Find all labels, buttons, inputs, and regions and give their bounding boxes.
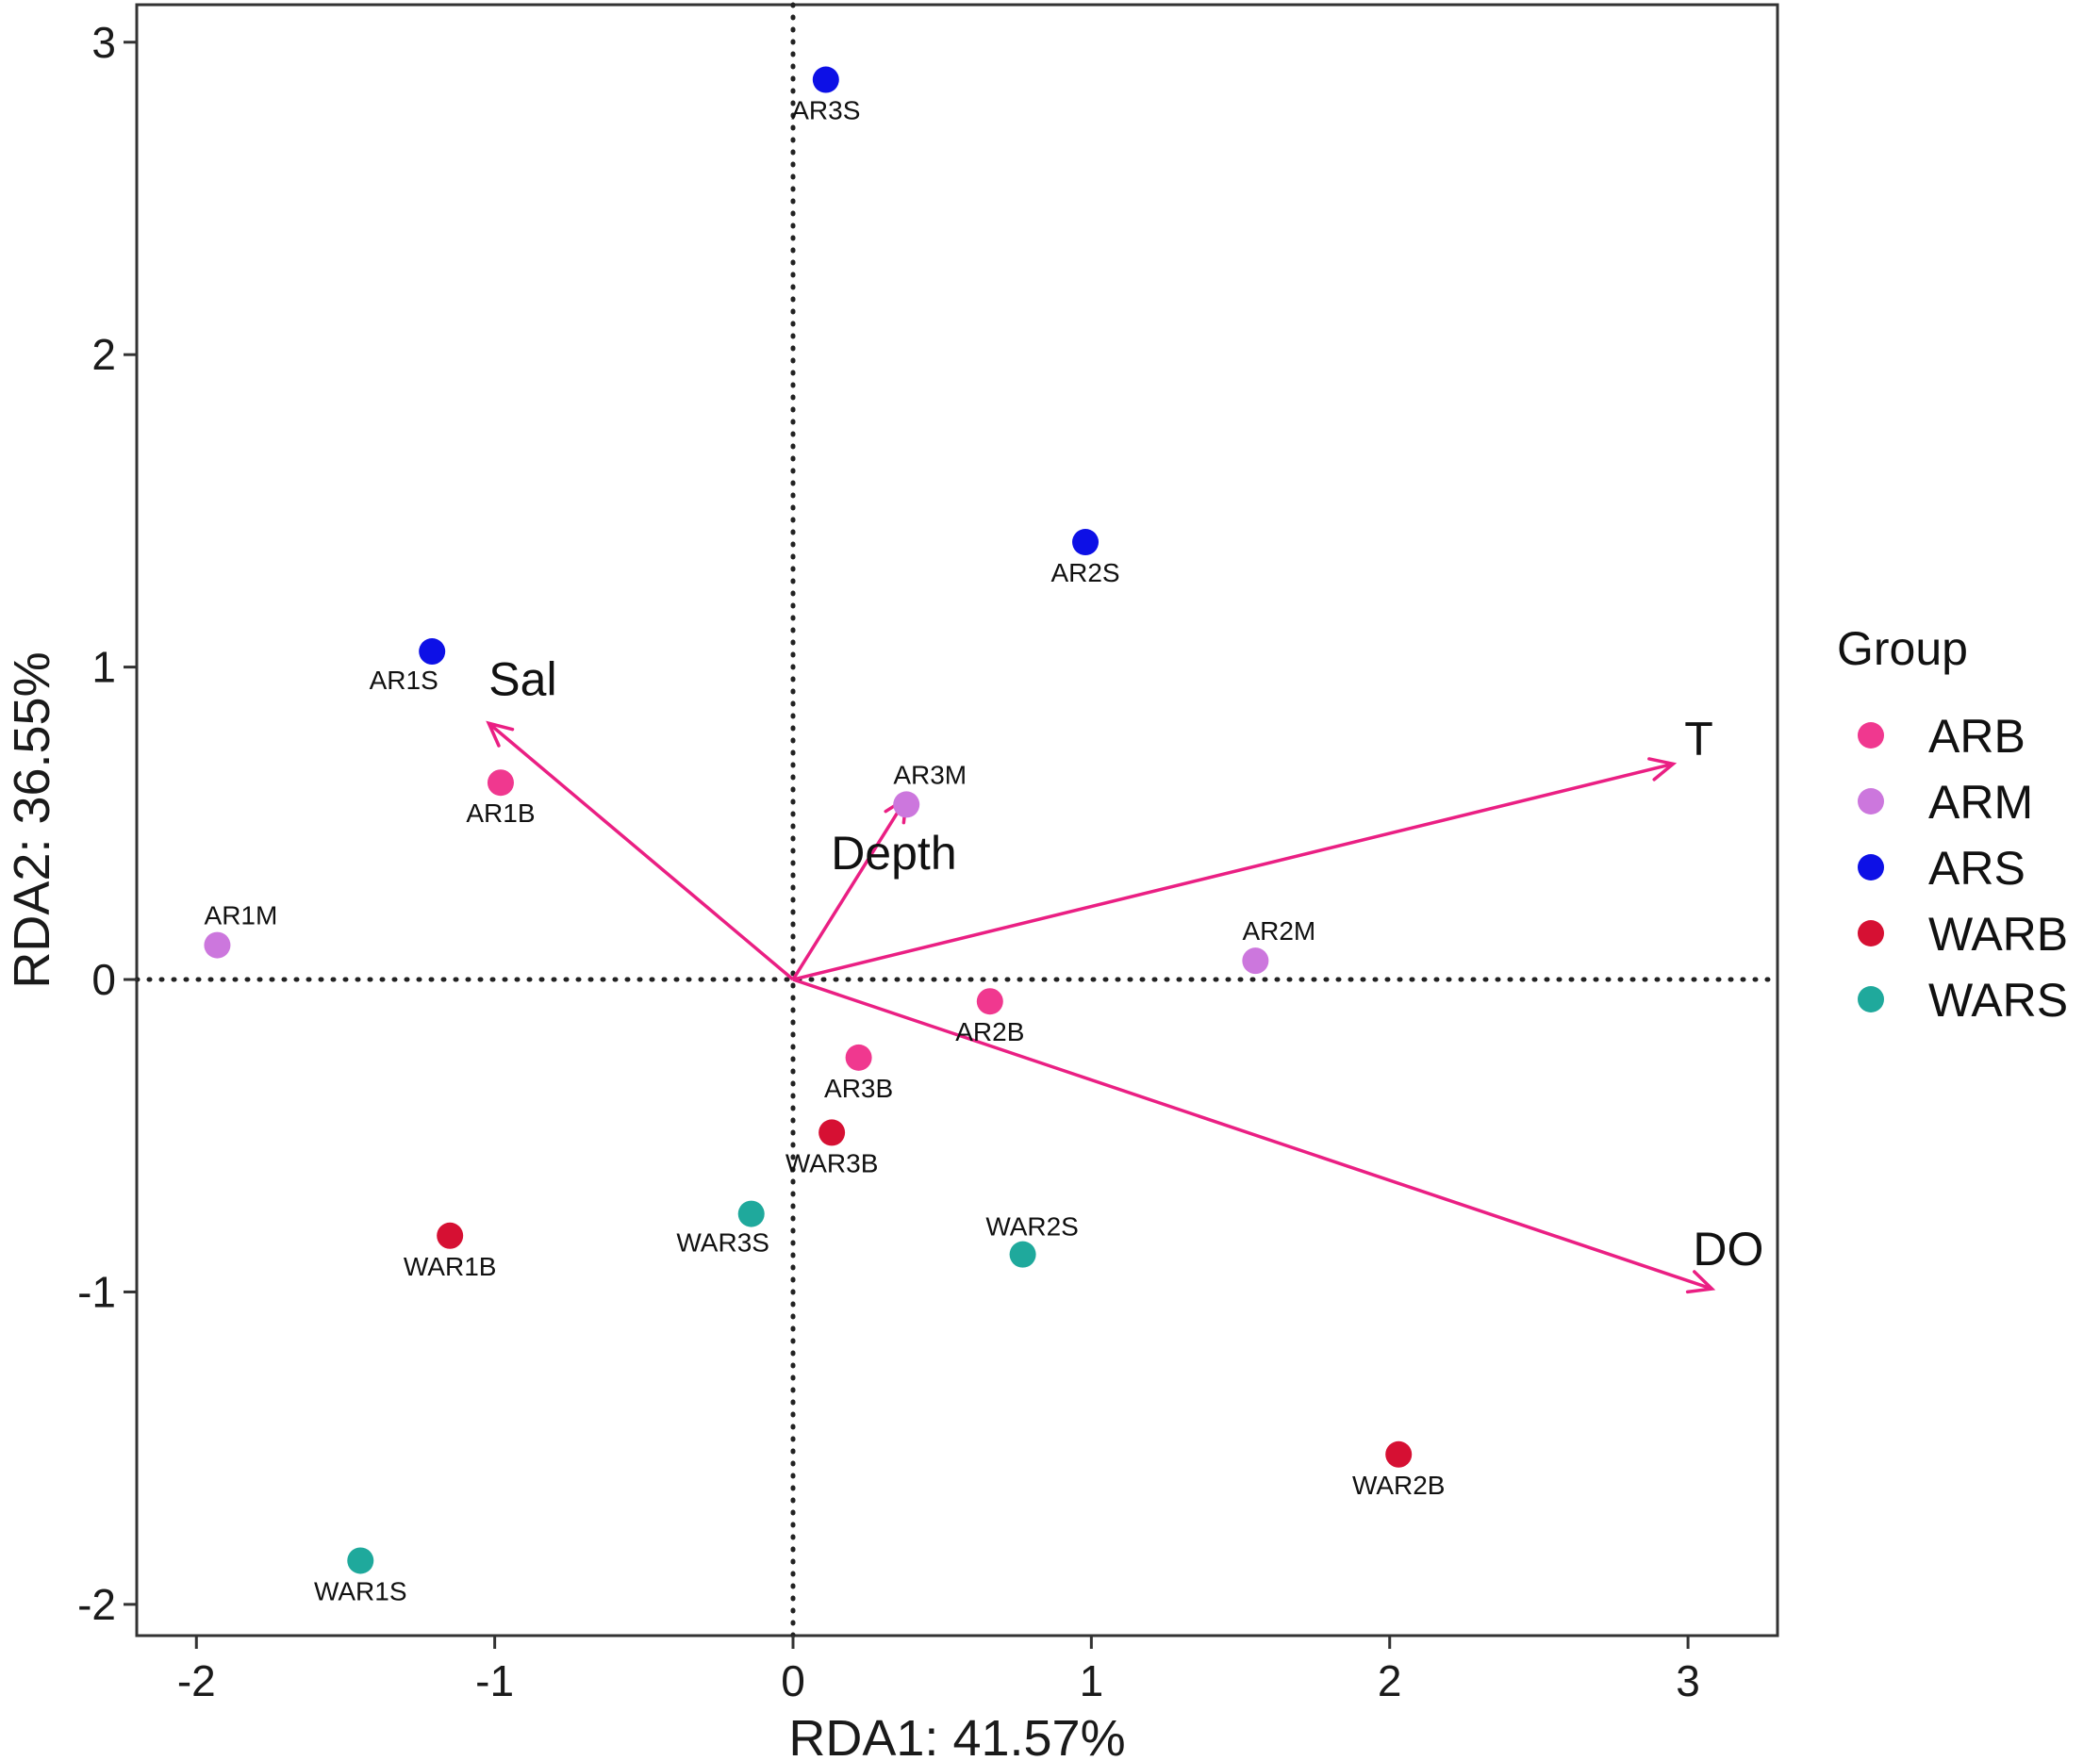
- y-tick-label: -2: [77, 1580, 116, 1629]
- x-axis: -2 -1 0 1 2 3: [177, 1636, 1700, 1705]
- x-tick-label: -2: [177, 1656, 216, 1705]
- reference-lines: [134, 2, 1780, 1638]
- point-label-ar2s: AR2S: [1050, 558, 1119, 587]
- point-war1b: [437, 1222, 464, 1249]
- vector-sal: [488, 721, 795, 981]
- point-ar3m: [893, 791, 920, 818]
- vector-arrowhead-sal: [486, 720, 515, 748]
- vector-do: [792, 978, 1712, 1291]
- point-label-war3b: WAR3B: [785, 1148, 879, 1177]
- point-label-ar2b: AR2B: [955, 1017, 1024, 1046]
- vector-label-depth: Depth: [831, 827, 956, 880]
- vector-label-t: T: [1684, 712, 1713, 765]
- legend-label-arb: ARB: [1928, 710, 2026, 763]
- point-ar1b: [487, 769, 514, 797]
- point-war1s: [347, 1547, 374, 1574]
- point-ar1s: [419, 638, 446, 666]
- y-axis: -2 -1 0 1 2 3: [77, 18, 137, 1629]
- point-war3b: [819, 1119, 846, 1146]
- point-label-ar2m: AR2M: [1242, 916, 1315, 946]
- x-tick-label: 0: [781, 1656, 805, 1705]
- point-label-ar1b: AR1B: [466, 798, 535, 828]
- legend-label-ars: ARS: [1928, 842, 2026, 895]
- point-label-war2s: WAR2S: [985, 1212, 1079, 1242]
- vector-arrowhead-t: [1647, 757, 1678, 782]
- vector-depth: [791, 797, 908, 980]
- point-label-war1s: WAR1S: [314, 1576, 407, 1605]
- plot-panel: [135, 3, 1779, 1638]
- y-tick-label: 3: [91, 18, 116, 67]
- x-tick-label: 3: [1676, 1656, 1700, 1705]
- vector-t: [792, 762, 1674, 981]
- legend-title: Group: [1837, 622, 1968, 675]
- x-tick-label: 1: [1080, 1656, 1104, 1705]
- point-ar2m: [1242, 947, 1269, 975]
- x-axis-title: RDA1: 41.57%: [788, 1710, 1125, 1761]
- point-ar3b: [845, 1044, 872, 1071]
- point-label-war1b: WAR1B: [404, 1252, 497, 1281]
- x-tick-label: 2: [1378, 1656, 1402, 1705]
- vector-arrowhead-do: [1685, 1270, 1716, 1294]
- y-tick-label: -1: [77, 1267, 116, 1316]
- legend-label-arm: ARM: [1928, 776, 2033, 829]
- point-label-ar3s: AR3S: [791, 96, 860, 125]
- legend-key-wars: [1858, 986, 1884, 1012]
- point-label-war2b: WAR2B: [1352, 1471, 1446, 1500]
- point-label-ar1m: AR1M: [205, 901, 278, 930]
- vector-label-do: DO: [1693, 1223, 1763, 1275]
- point-label-ar3m: AR3M: [893, 760, 967, 789]
- legend-key-arm: [1858, 788, 1884, 815]
- point-label-ar3b: AR3B: [824, 1074, 893, 1103]
- point-war2b: [1385, 1440, 1413, 1468]
- legend: Group ARB ARM ARS WARB WARS: [1837, 622, 2068, 1027]
- point-ar1m: [204, 931, 231, 959]
- point-ar2s: [1072, 529, 1100, 556]
- x-tick-label: -1: [475, 1656, 514, 1705]
- legend-key-ars: [1858, 854, 1884, 880]
- vector-arrows: Sal Depth T DO: [486, 652, 1763, 1294]
- point-ar2b: [976, 988, 1003, 1015]
- legend-label-wars: WARS: [1928, 974, 2068, 1027]
- y-axis-title: RDA2: 36.55%: [4, 651, 60, 988]
- vector-label-sal: Sal: [488, 652, 556, 705]
- y-tick-label: 1: [91, 643, 116, 692]
- point-label-war3s: WAR3S: [676, 1228, 769, 1258]
- point-ar3s: [812, 66, 839, 93]
- legend-label-warb: WARB: [1928, 908, 2068, 961]
- point-label-ar1s: AR1S: [370, 666, 438, 695]
- legend-key-warb: [1858, 920, 1884, 946]
- y-tick-label: 0: [91, 955, 116, 1004]
- y-tick-label: 2: [91, 330, 116, 379]
- point-war3s: [737, 1200, 765, 1227]
- legend-key-arb: [1858, 722, 1884, 749]
- sample-points: AR3S AR2S AR1S AR1B AR3M AR1M AR2M AR2B AR3B WAR3…: [204, 66, 1446, 1605]
- point-war2s: [1009, 1241, 1036, 1268]
